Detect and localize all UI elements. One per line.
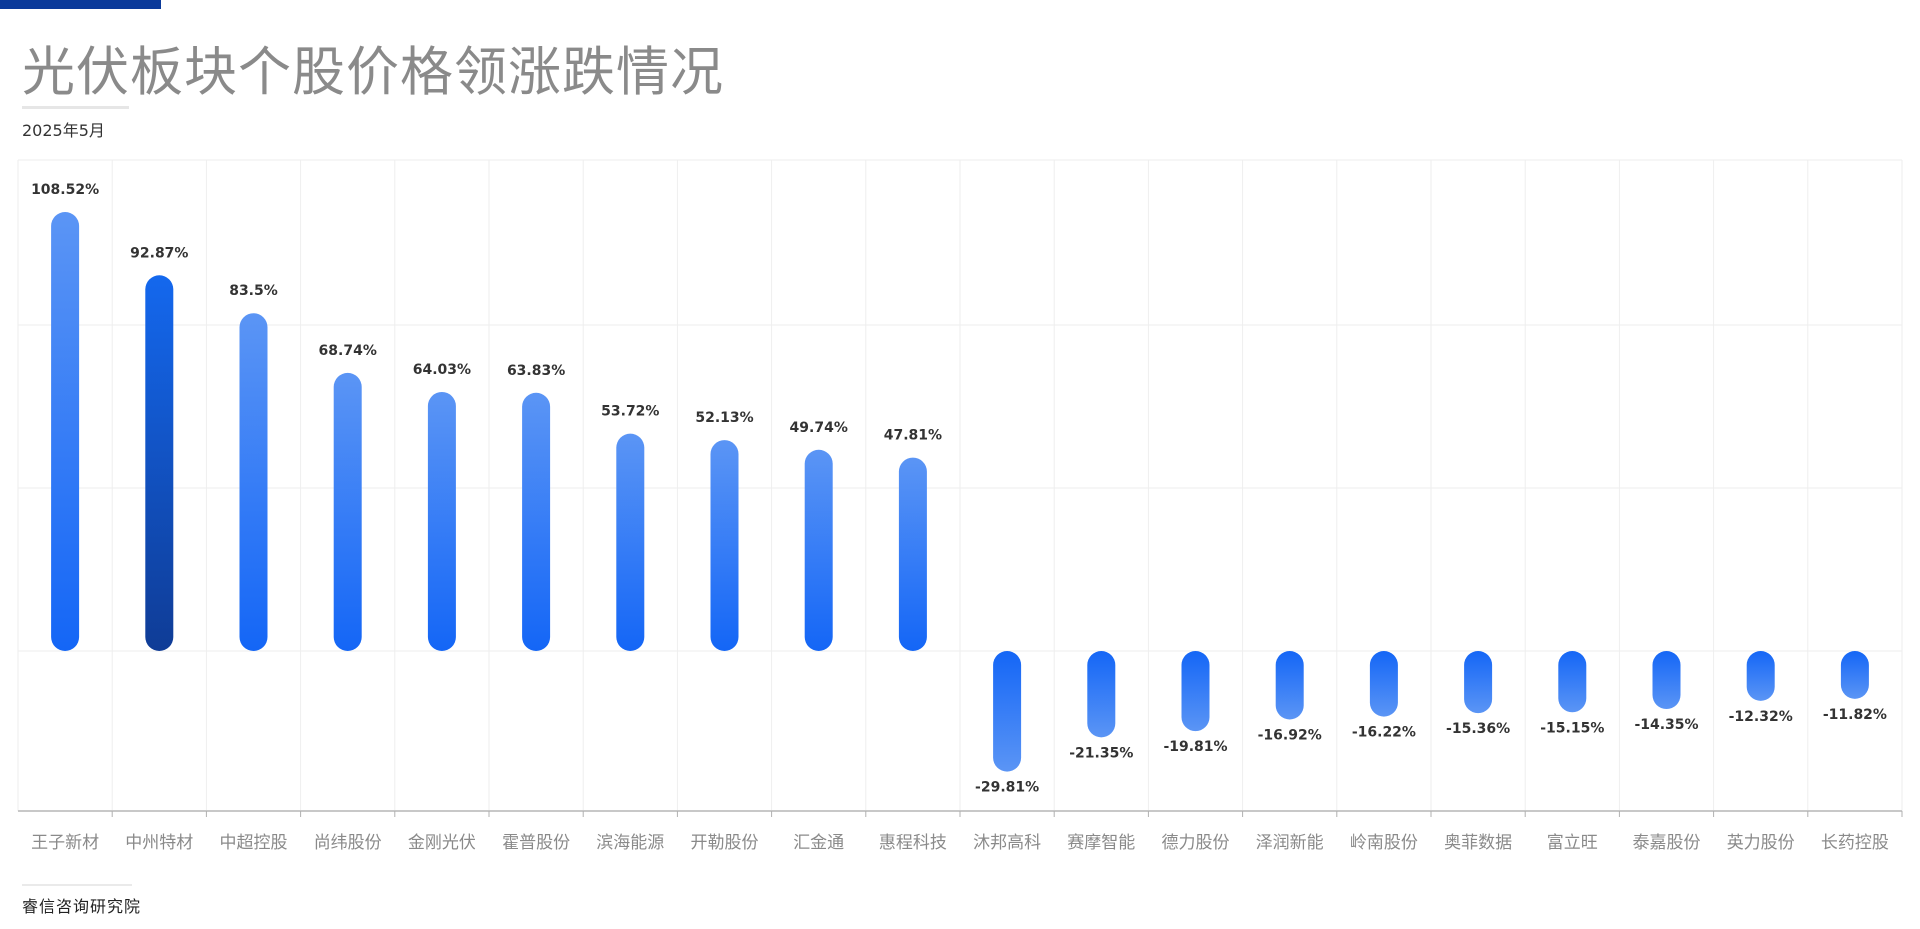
category-label: 长药控股 [1821,833,1889,853]
value-label: -12.32% [1729,709,1793,725]
category-label: 滨海能源 [596,833,664,853]
bar [1181,651,1210,732]
value-label: 47.81% [884,428,942,444]
category-label: 王子新材 [31,833,99,853]
value-label: -16.22% [1352,725,1416,741]
category-label: 尚纬股份 [314,833,382,853]
category-label: 泽润新能 [1256,833,1324,853]
source-label: 睿信咨询研究院 [22,897,142,916]
title-divider [22,106,129,109]
category-label: 富立旺 [1547,833,1598,853]
category-label: 汇金通 [793,833,844,853]
value-label: -15.15% [1540,720,1604,736]
value-label: 64.03% [413,362,471,378]
bar [1746,651,1775,701]
value-label: -11.82% [1823,707,1887,723]
category-label: 英力股份 [1727,833,1795,853]
value-label: -14.35% [1634,717,1698,733]
value-label: 108.52% [31,182,99,198]
category-label: 沐邦高科 [973,833,1041,853]
value-label: -16.92% [1258,727,1322,743]
value-label: -29.81% [975,780,1039,796]
x-axis: 王子新材 中州特材 中超控股 尚纬股份 金刚光伏 霍普股份 滨海能源 开勒股份 汇金通 惠程科技 沐… [18,810,1903,853]
category-label: 奥菲数据 [1444,833,1512,853]
value-label: -19.81% [1163,739,1227,755]
bar [1558,651,1587,713]
category-label: 金刚光伏 [408,833,476,853]
value-label: 49.74% [790,420,848,436]
value-label: 92.87% [130,245,188,261]
value-labels: 108.52% 92.87% 83.5% 68.74% 64.03% 63.83% 53.7… [31,182,1887,796]
bar [427,391,456,651]
category-label: 惠程科技 [879,833,947,853]
bar [333,372,362,651]
value-label: -15.36% [1446,721,1510,737]
category-label: 赛摩智能 [1067,832,1135,853]
category-label: 霍普股份 [502,833,570,853]
value-label: -21.35% [1069,745,1133,761]
bar [710,440,739,651]
bar [51,212,80,651]
bar [1652,651,1681,710]
category-label: 岭南股份 [1350,833,1418,853]
bar [1369,651,1398,717]
category-label: 开勒股份 [691,833,759,853]
value-label: 83.5% [229,283,278,299]
bar [804,449,833,651]
source-divider [22,884,132,886]
bar [898,457,927,651]
bar [522,392,551,651]
bar [1464,651,1493,714]
bar [1275,651,1304,720]
accent-bar [0,0,161,9]
category-label: 泰嘉股份 [1633,833,1701,853]
bar [616,433,645,651]
chart-bars [51,212,1869,772]
chart-grid [17,159,1903,811]
value-label: 68.74% [319,343,377,359]
value-label: 52.13% [695,410,753,426]
bar [993,651,1022,772]
value-label: 53.72% [601,404,659,420]
category-label: 中州特材 [125,833,193,853]
bar [239,313,268,651]
category-label: 中超控股 [220,833,288,853]
bar [145,275,174,651]
category-label: 德力股份 [1162,833,1230,853]
value-label: 63.83% [507,363,565,379]
bar [1840,651,1869,699]
page-title: 光伏板块个股价格领涨跌情况 [22,42,724,103]
chart-subtitle: 2025年5月 [22,121,105,140]
bar [1087,651,1116,738]
